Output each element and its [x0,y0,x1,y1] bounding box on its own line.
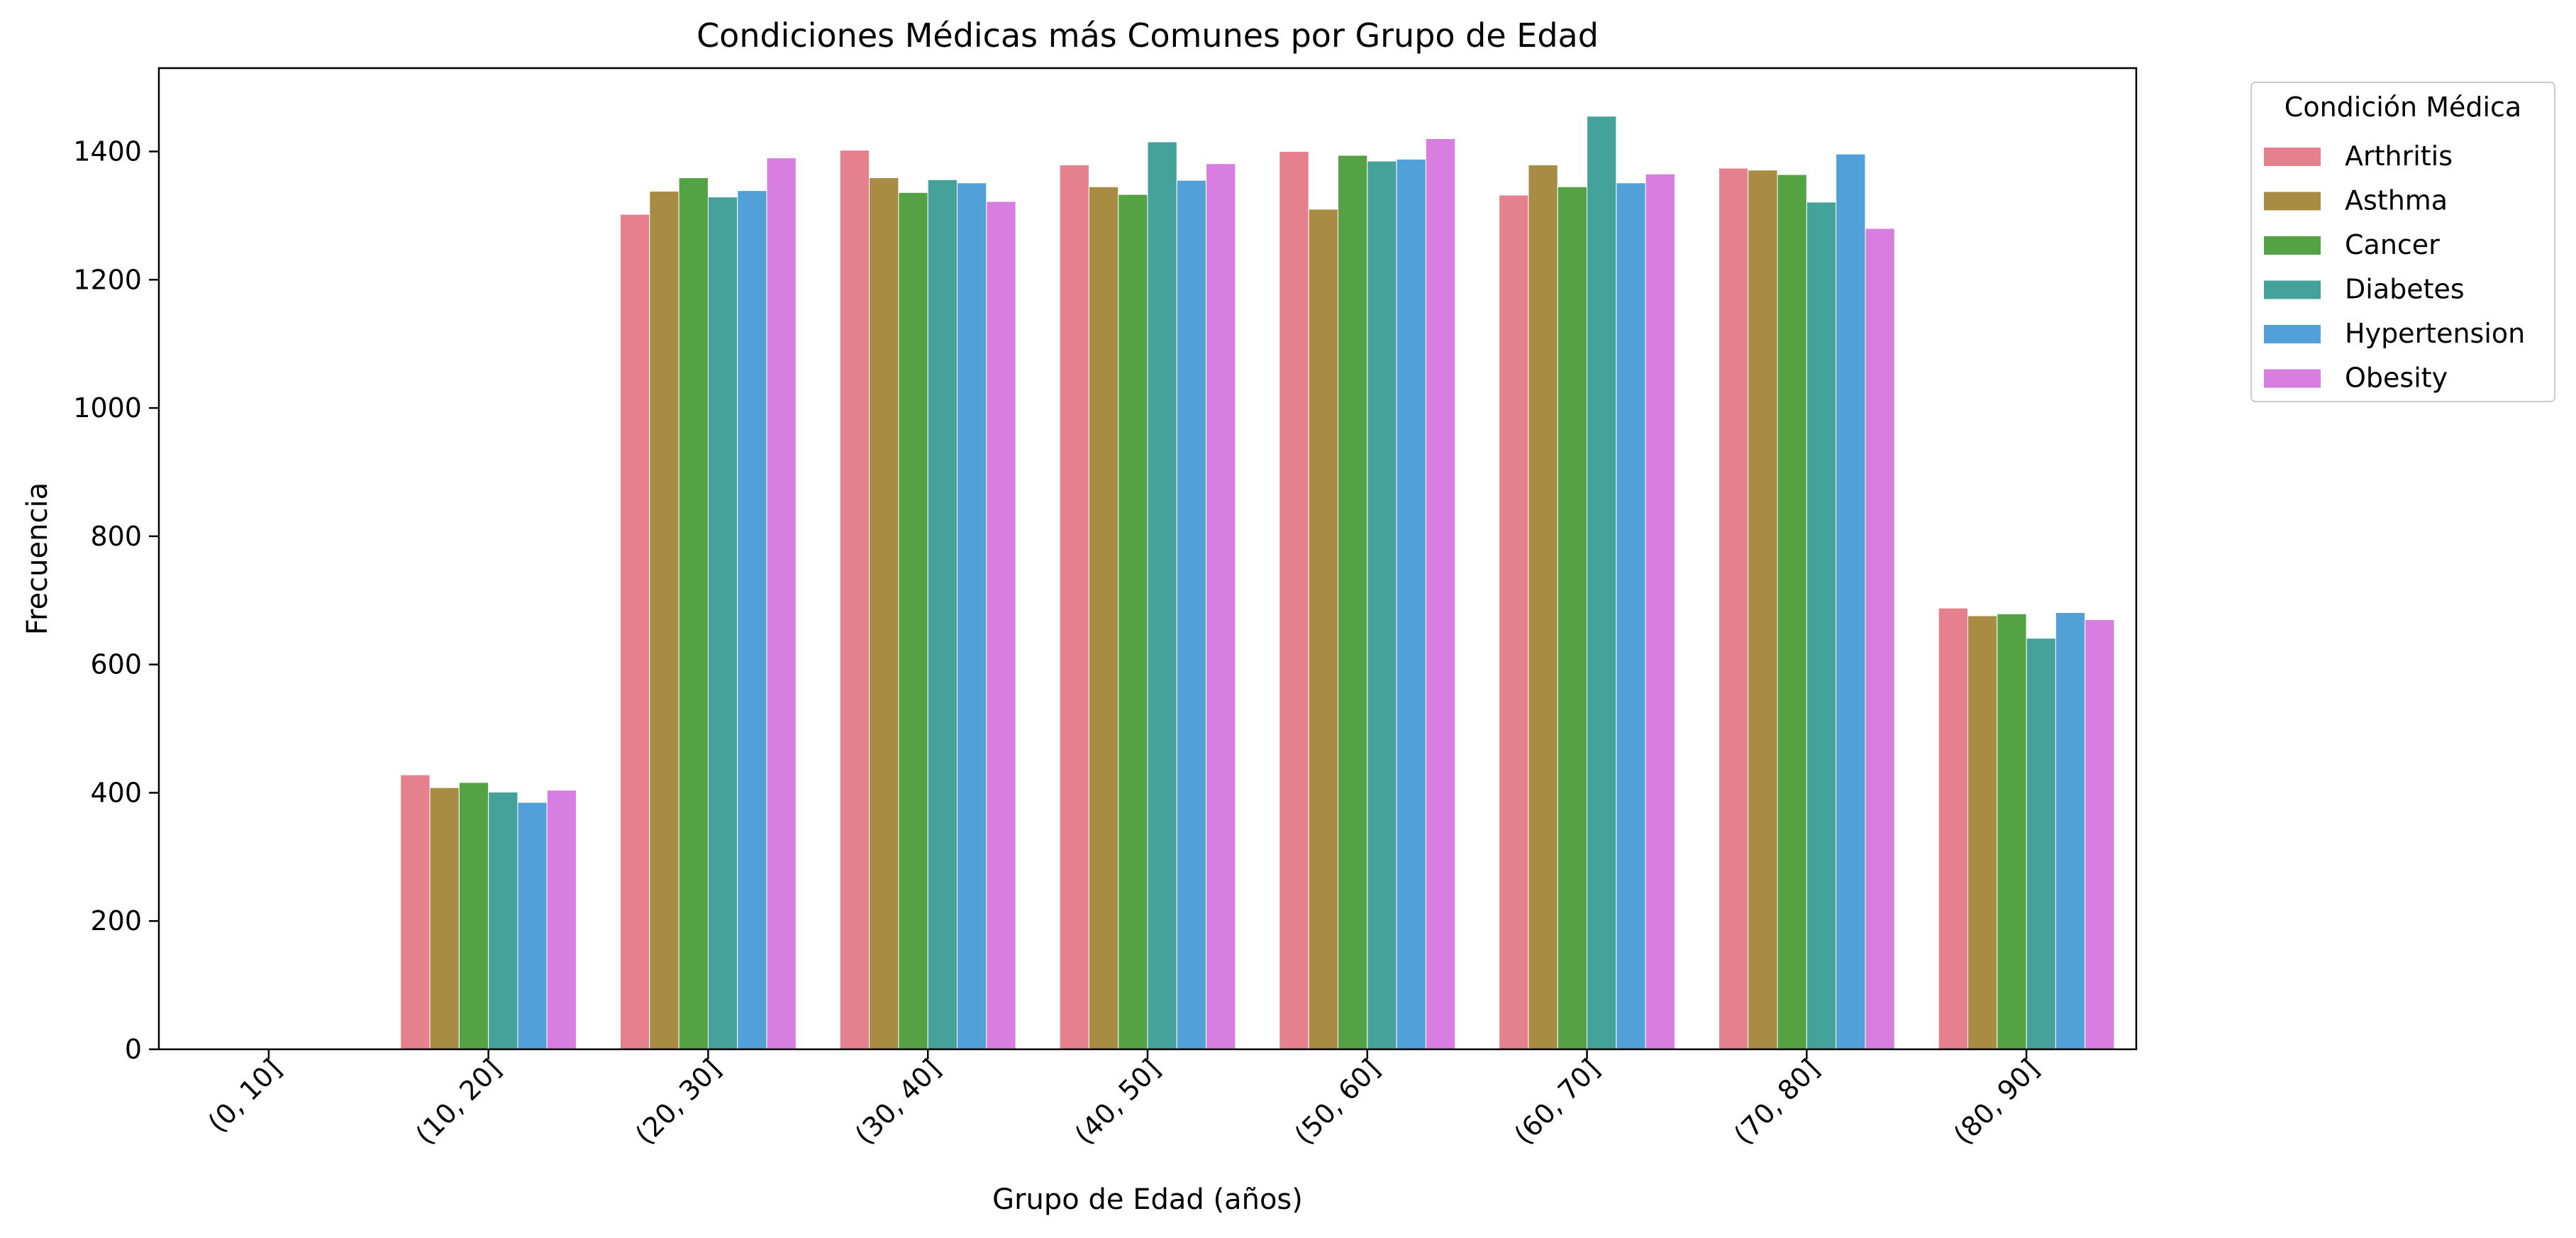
bar-asthma-6 [1528,164,1558,1050]
legend-swatch-obesity [2264,369,2321,388]
bar-asthma-1 [429,787,460,1050]
bar-cancer-4 [1118,194,1148,1050]
bar-obesity-5 [1425,138,1456,1050]
bar-diabetes-2 [707,197,738,1050]
y-tick-label: 200 [90,905,142,936]
bar-obesity-7 [1865,228,1895,1050]
legend-swatch-hypertension [2264,325,2321,343]
bar-diabetes-3 [927,179,958,1050]
y-axis-label: Frecuencia [21,482,54,635]
legend-swatch-arthritis [2264,148,2321,166]
legend-label-arthritis: Arthritis [2345,140,2453,172]
x-axis: (0, 10] (10, 20] (20, 30] (30, 40] (40, 50] (… [202,1049,2045,1151]
bar-hypertension-1 [517,802,548,1050]
x-tick-label: (70, 80] [1728,1053,1826,1151]
y-tick-label: 400 [90,777,142,808]
bar-cancer-2 [678,177,709,1050]
x-tick-label: (0, 10] [202,1053,287,1138]
bar-obesity-8 [2084,619,2115,1050]
bar-arthritis-3 [839,150,870,1050]
x-tick-label: (30, 40] [849,1053,947,1151]
bar-cancer-1 [458,782,489,1050]
legend-label-obesity: Obesity [2345,363,2448,394]
bar-asthma-2 [649,191,679,1050]
y-tick-label: 600 [90,649,142,680]
legend-swatch-diabetes [2264,280,2321,299]
bar-obesity-3 [986,201,1016,1050]
x-tick-label: (80, 90] [1948,1053,2045,1151]
legend-swatch-asthma [2264,192,2321,211]
bar-hypertension-8 [2055,612,2086,1050]
bar-arthritis-1 [400,774,431,1050]
bar-obesity-4 [1206,163,1236,1050]
bar-cancer-6 [1557,186,1588,1050]
bar-arthritis-2 [620,214,650,1050]
legend: Condición Médica Arthritis Asthma Cancer Di… [2250,82,2555,402]
legend-label-asthma: Asthma [2345,185,2448,216]
chart-title: Condiciones Médicas más Comunes por Grup… [696,16,1599,55]
x-tick-label: (10, 20] [409,1053,507,1151]
legend-items: Arthritis Asthma Cancer Diabetes Hypertensio… [2264,140,2525,394]
bar-arthritis-6 [1499,194,1529,1050]
y-tick-label: 1000 [73,392,142,424]
bar-diabetes-5 [1367,160,1397,1050]
bar-cancer-3 [898,192,928,1050]
bar-obesity-2 [766,157,796,1050]
bar-hypertension-2 [737,190,767,1050]
legend-label-hypertension: Hypertension [2345,318,2525,349]
y-tick-label: 1400 [73,136,142,167]
bar-cancer-5 [1337,155,1368,1050]
y-tick-label: 0 [125,1034,142,1065]
bar-asthma-8 [1967,615,1998,1050]
y-axis: 0 200 400 600 800 1000 1200 1400 [73,136,159,1065]
legend-swatch-cancer [2264,236,2321,255]
bar-obesity-1 [546,790,577,1050]
x-tick-label: (50, 60] [1289,1053,1387,1151]
bar-diabetes-8 [2026,638,2056,1050]
bar-diabetes-7 [1806,201,1837,1050]
x-tick-label: (60, 70] [1508,1053,1606,1151]
legend-label-cancer: Cancer [2345,229,2440,260]
legend-box [2250,82,2555,402]
bar-arthritis-4 [1059,164,1089,1050]
bar-cancer-7 [1777,174,1807,1050]
bar-hypertension-5 [1396,158,1426,1050]
x-axis-label: Grupo de Edad (años) [992,1183,1303,1216]
y-tick-label: 800 [90,521,142,552]
bar-hypertension-6 [1616,182,1646,1050]
bar-arthritis-7 [1718,167,1749,1050]
bar-obesity-6 [1645,173,1675,1050]
bar-arthritis-8 [1938,607,1969,1050]
legend-title: Condición Médica [2284,92,2521,123]
legend-label-diabetes: Diabetes [2345,274,2465,305]
bar-cancer-8 [1997,613,2027,1050]
bars-layer [400,116,2115,1050]
bar-hypertension-7 [1836,153,1866,1050]
bar-asthma-4 [1088,186,1119,1050]
bar-diabetes-6 [1587,116,1617,1050]
bar-diabetes-4 [1147,141,1177,1050]
x-tick-label: (20, 30] [629,1053,727,1151]
bar-hypertension-3 [957,182,987,1050]
bar-asthma-5 [1308,209,1338,1050]
bar-diabetes-1 [488,792,518,1050]
y-tick-label: 1200 [73,264,142,295]
bar-arthritis-5 [1279,151,1309,1050]
bar-asthma-3 [869,177,899,1050]
x-tick-label: (40, 50] [1069,1053,1167,1151]
bar-hypertension-4 [1176,179,1207,1050]
bar-asthma-7 [1748,170,1778,1050]
